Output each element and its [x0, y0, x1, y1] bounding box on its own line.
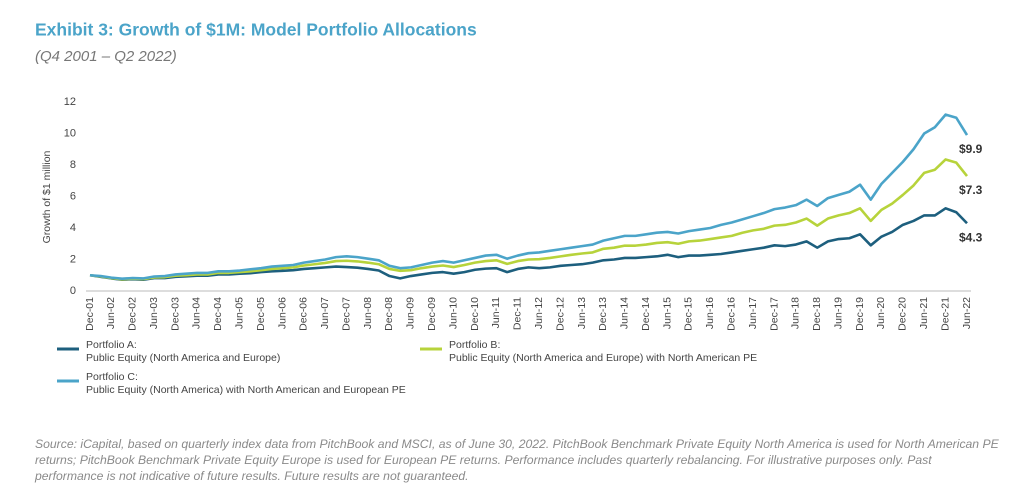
chart: Exhibit 3: Growth of $1M: Model Portfoli… [35, 20, 983, 396]
x-tick-label: Dec-01 [84, 297, 96, 331]
x-tick-label: Jun-03 [148, 297, 160, 329]
y-tick-label: 4 [70, 222, 76, 234]
x-tick-label: Jun-22 [961, 297, 973, 329]
x-tick-label: Jun-14 [619, 297, 631, 329]
legend-description: Public Equity (North America) with North… [86, 384, 406, 396]
chart-subtitle: (Q4 2001 – Q2 2022) [35, 48, 177, 65]
x-tick-label: Dec-16 [725, 297, 737, 331]
x-tick-label: Dec-20 [897, 297, 909, 331]
x-tick-label: Jun-13 [576, 297, 588, 329]
legend-description: Public Equity (North America and Europe)… [449, 352, 757, 364]
x-tick-label: Dec-11 [512, 297, 524, 330]
x-tick-label: Jun-05 [234, 297, 246, 329]
x-tick-label: Jun-06 [276, 297, 288, 329]
x-tick-label: Jun-19 [832, 297, 844, 329]
legend-name: Portfolio B: [449, 339, 500, 351]
legend-name: Portfolio A: [86, 339, 137, 351]
x-tick-label: Dec-15 [683, 297, 695, 331]
chart-title: Exhibit 3: Growth of $1M: Model Portfoli… [35, 20, 477, 40]
x-tick-label: Dec-08 [383, 297, 395, 331]
x-tick-label: Dec-05 [255, 297, 267, 331]
x-tick-label: Dec-09 [426, 297, 438, 331]
x-tick-label: Jun-16 [704, 297, 716, 329]
series-line [89, 207, 968, 281]
series-line [89, 113, 969, 281]
x-tick-label: Jun-07 [319, 297, 331, 329]
y-tick-label: 2 [70, 253, 76, 265]
x-tick-label: Dec-17 [768, 297, 780, 331]
end-label: $4.3 [959, 230, 983, 244]
legend-name: Portfolio C: [86, 371, 138, 383]
end-label: $7.3 [959, 183, 983, 197]
x-tick-label: Jun-04 [191, 297, 203, 329]
x-tick-label: Jun-11 [490, 297, 502, 328]
y-tick-label: 0 [70, 285, 76, 297]
x-tick-label: Dec-12 [554, 297, 566, 331]
x-tick-label: Dec-19 [854, 297, 866, 331]
y-tick-label: 12 [64, 96, 76, 108]
x-tick-label: Dec-14 [640, 297, 652, 331]
x-tick-label: Jun-21 [918, 297, 930, 329]
x-tick-label: Jun-10 [447, 297, 459, 329]
source-note: Source: iCapital, based on quarterly ind… [35, 437, 999, 483]
y-tick-label: 6 [70, 190, 76, 202]
x-tick-label: Dec-21 [939, 297, 951, 331]
x-tick-label: Dec-03 [169, 297, 181, 331]
x-tick-label: Jun-18 [790, 297, 802, 329]
x-tick-label: Dec-06 [298, 297, 310, 331]
y-axis-label: Growth of $1 million [41, 150, 53, 243]
x-tick-label: Jun-09 [405, 297, 417, 329]
x-tick-label: Dec-10 [469, 297, 481, 331]
x-tick-label: Jun-08 [362, 297, 374, 329]
end-label: $9.9 [959, 142, 983, 156]
series-line [89, 158, 969, 281]
x-tick-label: Dec-13 [597, 297, 609, 331]
y-tick-label: 8 [70, 159, 76, 171]
y-tick-label: 10 [64, 127, 76, 139]
x-tick-label: Dec-18 [811, 297, 823, 331]
x-tick-label: Dec-02 [127, 297, 139, 331]
x-tick-label: Jun-12 [533, 297, 545, 329]
x-tick-label: Jun-15 [661, 297, 673, 329]
x-tick-label: Jun-20 [875, 297, 887, 329]
x-tick-label: Dec-07 [340, 297, 352, 331]
x-tick-label: Dec-04 [212, 297, 224, 331]
x-tick-label: Jun-02 [105, 297, 117, 329]
legend-description: Public Equity (North America and Europe) [86, 352, 280, 364]
x-tick-label: Jun-17 [747, 297, 759, 329]
